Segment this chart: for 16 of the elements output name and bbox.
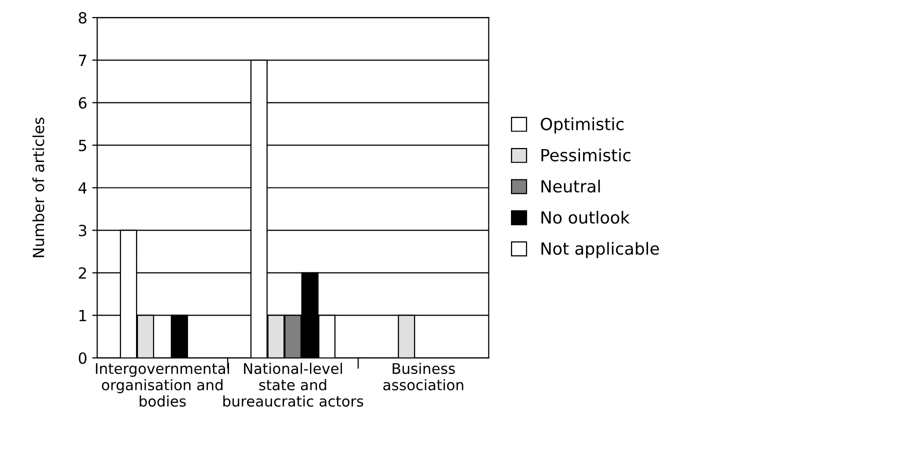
y-tick-label: 4 [78, 182, 87, 194]
legend-label: No outlook [542, 210, 630, 224]
y-tick-label: 6 [78, 97, 87, 109]
y-tick-label: 8 [78, 12, 86, 24]
y-tick-label: 1 [79, 310, 86, 322]
legend-label: Neutral [542, 180, 600, 193]
y-tick-label: 0 [78, 352, 86, 364]
y-tick-label: 7 [79, 54, 86, 66]
y-axis-title: Number of articles [32, 118, 44, 258]
y-tick-label: 5 [78, 140, 86, 152]
legend-label: Optimistic [540, 117, 624, 134]
x-tick-label: Business association [383, 362, 464, 390]
y-tick-label: 2 [78, 267, 86, 279]
y-tick-label: 3 [78, 224, 86, 236]
legend-label: Pessimistic [542, 148, 630, 162]
legend-label: Not applicable [542, 242, 659, 258]
